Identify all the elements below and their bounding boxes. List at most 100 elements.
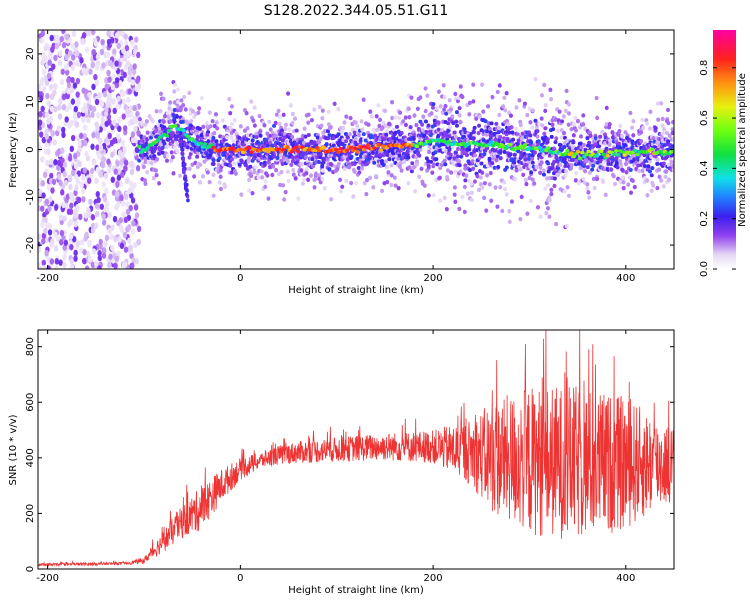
spectrogram-cell — [489, 121, 494, 126]
spectrogram-cell — [640, 168, 645, 174]
spectrogram-cell — [77, 140, 82, 147]
spectrogram-ridge-cell — [334, 147, 339, 152]
spectrogram-cell — [533, 76, 538, 82]
spectrogram-cell — [495, 204, 500, 209]
spectrogram-cell — [63, 179, 69, 187]
spectrogram-cell — [228, 110, 233, 116]
spectrogram-cell — [341, 125, 346, 131]
spectrogram-cell — [106, 158, 111, 165]
spectrogram-ridge-cell — [563, 152, 568, 156]
spectrogram-cell — [496, 164, 501, 169]
spectrogram-ridge-cell — [635, 152, 640, 157]
spectrogram-cell — [144, 119, 149, 124]
spectrogram-cell — [545, 137, 550, 142]
spectrogram-cell — [664, 130, 669, 136]
spectrogram-cell — [133, 136, 138, 144]
spectrogram-cell — [76, 196, 82, 204]
spectrogram-cell — [312, 185, 317, 190]
spectrogram-cell — [618, 179, 623, 185]
spectrogram-cell — [457, 163, 462, 168]
spectrogram-cell — [628, 110, 633, 116]
spectrogram-cell — [56, 159, 62, 167]
spectrogram-cell — [642, 153, 647, 158]
colorbar-gradient — [713, 30, 736, 269]
spectrogram-cell — [247, 177, 252, 183]
spectrogram-cell — [116, 174, 122, 181]
spectrogram-cell — [316, 139, 321, 144]
spectrogram-cell — [125, 60, 130, 68]
spectrogram-cell — [99, 100, 105, 108]
spectrogram-cell — [601, 160, 606, 165]
x-tick-label: -200 — [36, 273, 59, 284]
spectrogram-cell — [38, 83, 41, 91]
spectrogram-cell — [572, 122, 577, 127]
spectrogram-ridge-cell — [577, 156, 583, 161]
spectrogram-cell — [195, 150, 200, 156]
spectrogram-cell — [53, 54, 58, 62]
spectrogram-cell — [471, 166, 476, 171]
spectrogram-cell — [479, 146, 484, 152]
spectrogram-cell — [630, 178, 635, 184]
spectrogram-cell — [179, 98, 184, 103]
spectrogram-cell — [530, 160, 535, 165]
spectrogram-cell — [73, 162, 79, 170]
spectrogram-cell — [86, 116, 91, 124]
spectrogram-cell — [184, 192, 189, 197]
spectrogram-cell — [434, 114, 439, 120]
spectrogram-cell — [70, 169, 76, 177]
spectrogram-cell — [467, 167, 472, 172]
spectrogram-cell — [458, 119, 463, 125]
spectrogram-cell — [49, 172, 54, 180]
spectrogram-cell — [497, 112, 502, 118]
spectrogram-cell — [336, 161, 341, 167]
spectrogram-cell — [141, 164, 146, 170]
spectrogram-cell — [396, 185, 401, 191]
spectrogram-cell — [95, 53, 101, 61]
spectrogram-cell — [395, 124, 400, 129]
spectrogram-cell — [670, 130, 674, 136]
spectrogram-cell — [43, 216, 48, 224]
spectrogram-cell — [562, 145, 567, 150]
spectrogram-cell — [603, 192, 608, 197]
spectrogram-cell — [170, 154, 175, 160]
spectrogram-cell — [114, 255, 120, 263]
spectrogram-cell — [579, 145, 584, 151]
spectrogram-cell — [80, 38, 85, 45]
spectrogram-cell — [655, 101, 660, 106]
spectrogram-cell — [286, 178, 291, 184]
spectrogram-cell — [118, 217, 123, 224]
spectrogram-cell — [61, 42, 67, 49]
spectrogram-ridge-cell — [181, 128, 186, 133]
spectrogram-cell — [564, 138, 569, 143]
spectrogram-cell — [420, 128, 425, 133]
spectrogram-cell — [670, 120, 674, 125]
y-tick-label: -20 — [25, 237, 36, 253]
spectrogram-cell — [123, 40, 129, 47]
spectrogram-cell — [59, 78, 65, 86]
spectrogram-cell — [426, 163, 431, 168]
spectrogram-cell — [562, 131, 567, 136]
spectrogram-ridge-cell — [289, 149, 295, 154]
spectrogram-cell — [659, 101, 664, 106]
spectrogram-cell — [49, 105, 55, 112]
spectrogram-cell — [434, 157, 439, 162]
spectrogram-cell — [480, 170, 485, 175]
spectrogram-cell — [110, 151, 115, 158]
spectrogram-cell — [587, 170, 592, 175]
spectrogram-cell — [87, 177, 92, 184]
spectrogram-cell — [481, 138, 486, 143]
spectrogram-cell — [74, 41, 79, 48]
spectrogram-ridge-cell — [376, 142, 381, 147]
spectrogram-cell — [522, 101, 527, 106]
spectrogram-ridge-cell — [336, 150, 341, 155]
spectrogram-cell — [127, 76, 132, 83]
spectrogram-cell — [60, 147, 65, 154]
x-tick-label: 400 — [616, 273, 635, 284]
spectrogram-cell — [541, 168, 546, 173]
spectrogram-cell — [107, 261, 112, 269]
spectrogram-cell — [430, 105, 435, 110]
spectrogram-cell — [384, 164, 389, 170]
spectrogram-cell — [550, 165, 555, 170]
spectrogram-cell — [102, 91, 108, 98]
